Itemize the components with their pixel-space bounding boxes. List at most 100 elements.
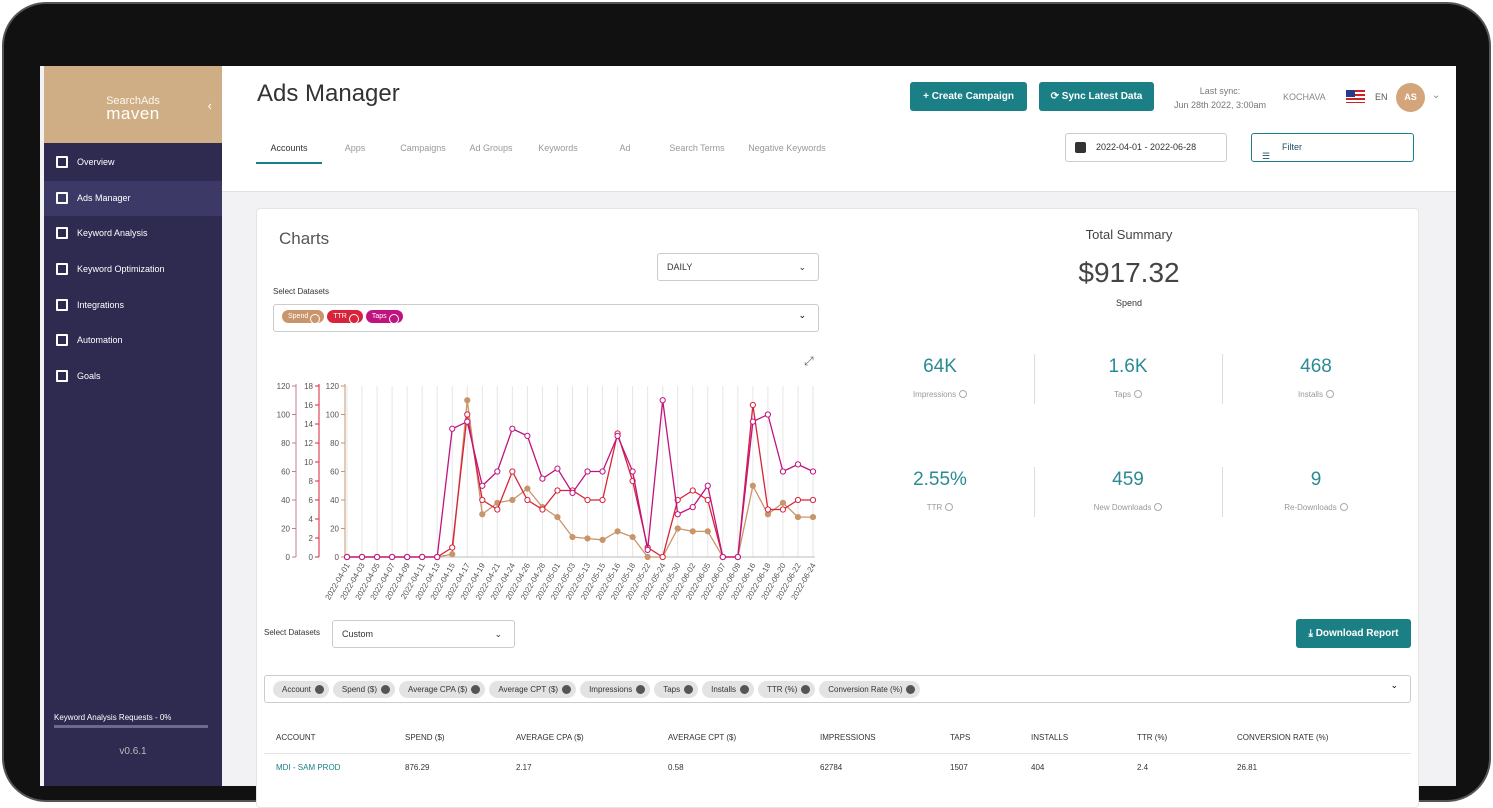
dataset-chip[interactable]: Spend [282, 310, 325, 324]
menu-item[interactable]: Goals [44, 359, 222, 394]
tab[interactable]: Ad Groups [469, 143, 513, 153]
date-picker[interactable]: 2022-04-01 - 2022-06-28 [1065, 133, 1227, 162]
table-rule [264, 753, 1411, 754]
metric-value: 2.55% [913, 469, 967, 490]
tab-underline [256, 162, 322, 164]
divider [1034, 467, 1035, 517]
menu-item[interactable]: Integrations [44, 288, 222, 323]
logo[interactable]: SearchAds maven ‹ [44, 66, 222, 143]
report-select[interactable]: Custom ⌄ [332, 620, 515, 648]
collapse-icon[interactable]: ‹ [207, 98, 212, 113]
tab[interactable]: Accounts [270, 143, 308, 153]
brand-top: SearchAds [106, 95, 160, 107]
divider [1222, 467, 1223, 517]
dataset-select[interactable]: Spend TTR Taps ⌄ [273, 304, 819, 332]
menu-icon [56, 263, 68, 275]
column-chip[interactable]: Account [273, 681, 329, 698]
metric: 1.6K Taps [1034, 356, 1222, 399]
column-select[interactable]: Account Spend ($) Average CPA ($) Average C… [264, 675, 1411, 703]
help-icon[interactable] [1325, 390, 1334, 398]
date-range: 2022-04-01 - 2022-06-28 [1096, 142, 1197, 152]
column-chip[interactable]: TTR (%) [758, 681, 816, 698]
metric-label: Taps [1034, 390, 1222, 399]
label: Sync Latest Data [1061, 91, 1143, 102]
column-chip[interactable]: Average CPA ($) [399, 681, 486, 698]
interval-select[interactable]: DAILY ⌄ [657, 253, 819, 281]
menu-item[interactable]: Ads Manager [44, 181, 222, 216]
menu-icon [56, 227, 68, 239]
requests: Keyword Analysis Requests - 0% [54, 713, 172, 722]
table-header: CONVERSION RATE (%) [1237, 733, 1329, 742]
column-chip[interactable]: Average CPT ($) [489, 681, 577, 698]
lang[interactable]: EN [1375, 92, 1388, 102]
metric-label: TTR [846, 503, 1034, 512]
menu-label: Ads Manager [77, 193, 131, 203]
create-button[interactable]: + Create Campaign [910, 82, 1027, 111]
help-icon[interactable] [1154, 503, 1163, 511]
table-cell: 876.29 [405, 763, 430, 772]
last-sync: Last sync: Jun 28th 2022, 3:00am [1160, 84, 1280, 112]
brand: maven [106, 104, 160, 123]
table-cell[interactable]: MDI - SAM PROD [276, 763, 341, 772]
menu-icon [56, 334, 68, 346]
metric-label: Installs [1222, 390, 1410, 399]
label: Download Report [1315, 628, 1399, 639]
dataset-chip[interactable]: TTR [327, 310, 363, 324]
help-icon[interactable] [945, 503, 954, 511]
menu-item[interactable]: Overview [44, 145, 222, 180]
select-label: Select Datasets [273, 287, 330, 296]
org: KOCHAVA [1283, 92, 1326, 102]
expand-icon[interactable]: ⤢ [804, 354, 814, 368]
label: Last sync: [1199, 86, 1241, 96]
metric-value: 1.6K [1108, 356, 1148, 377]
summary-total: $917.32 [1078, 257, 1180, 288]
sync-button[interactable]: ⟳ Sync Latest Data [1039, 82, 1154, 111]
download-button[interactable]: ⤓ Download Report [1296, 619, 1411, 648]
tab[interactable]: Apps [344, 143, 366, 153]
label: Create Campaign [931, 91, 1014, 102]
tab[interactable]: Negative Keywords [748, 143, 826, 153]
filter[interactable]: ☰ Filter [1251, 133, 1414, 162]
table-header: TAPS [950, 733, 971, 742]
caret[interactable]: ⌄ [1432, 90, 1441, 101]
tab[interactable]: Ad [619, 143, 631, 153]
metric: 9 Re-Downloads [1222, 469, 1410, 512]
tab[interactable]: Search Terms [669, 143, 725, 153]
metric-label: New Downloads [1034, 503, 1222, 512]
dataset-chip[interactable]: Taps [365, 310, 403, 324]
report-select-value: Custom [342, 629, 374, 639]
menu-label: Keyword Analysis [77, 228, 148, 238]
summary-total-label: Spend [1115, 298, 1143, 308]
summary-title: Total Summary [1085, 227, 1173, 242]
table-header: AVERAGE CPT ($) [668, 733, 737, 742]
tab[interactable]: Keywords [538, 143, 578, 153]
column-chip[interactable]: Installs [702, 681, 755, 698]
filter-label: Filter [1282, 142, 1302, 152]
menu-icon [56, 370, 68, 382]
table-cell: 2.4 [1137, 763, 1149, 772]
menu-label: Goals [77, 371, 101, 381]
interval: DAILY [667, 262, 693, 272]
divider [1222, 354, 1223, 404]
column-chip[interactable]: Taps [654, 681, 699, 698]
menu-label: Integrations [77, 300, 125, 310]
table-header: ACCOUNT [276, 733, 316, 742]
metric-value: 64K [923, 356, 957, 377]
avatar[interactable]: AS [1396, 83, 1425, 112]
menu-item[interactable]: Keyword Optimization [44, 252, 222, 287]
table-header: SPEND ($) [405, 733, 445, 742]
metric: 459 New Downloads [1034, 469, 1222, 512]
table-cell: 0.58 [668, 763, 684, 772]
menu-item[interactable]: Keyword Analysis [44, 216, 222, 251]
column-chip[interactable]: Conversion Rate (%) [819, 681, 921, 698]
help-icon[interactable] [1133, 390, 1142, 398]
metric-value: 459 [1112, 469, 1144, 490]
metric: 468 Installs [1222, 356, 1410, 399]
help-icon[interactable] [959, 390, 968, 398]
column-chip[interactable]: Impressions [580, 681, 651, 698]
report-select-label: Select Datasets [264, 628, 321, 637]
tab[interactable]: Campaigns [400, 143, 446, 153]
column-chip[interactable]: Spend ($) [332, 681, 396, 698]
menu-item[interactable]: Automation [44, 323, 222, 358]
help-icon[interactable] [1339, 503, 1348, 511]
